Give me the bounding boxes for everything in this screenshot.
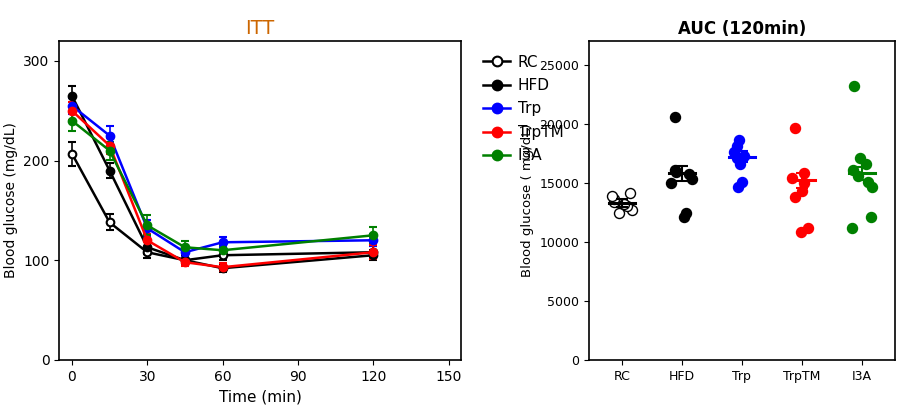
Point	[853, 155, 867, 161]
Point	[667, 166, 682, 173]
Point	[788, 193, 803, 200]
Point	[607, 196, 622, 202]
Point	[685, 176, 699, 182]
Point	[858, 160, 873, 167]
Point	[623, 190, 637, 197]
Y-axis label: Blood glucose ( mg/dL): Blood glucose ( mg/dL)	[520, 124, 534, 277]
Point	[845, 224, 860, 231]
Point	[682, 171, 697, 178]
Point	[861, 178, 876, 185]
X-axis label: Time (min): Time (min)	[219, 389, 301, 404]
Point	[730, 155, 745, 161]
Point	[616, 201, 631, 207]
Point	[605, 192, 620, 199]
Point	[731, 137, 746, 144]
Point	[733, 160, 748, 167]
Point	[865, 184, 879, 191]
Point	[624, 207, 639, 213]
Point	[667, 113, 682, 120]
Y-axis label: Blood glucose (mg/dL): Blood glucose (mg/dL)	[4, 122, 17, 279]
Point	[607, 198, 622, 205]
Point	[668, 169, 683, 175]
Point	[784, 175, 799, 181]
Title: AUC (120min): AUC (120min)	[677, 20, 806, 38]
Point	[620, 203, 635, 209]
Point	[735, 178, 750, 185]
Point	[664, 180, 678, 186]
Point	[850, 172, 865, 179]
Point	[795, 188, 810, 194]
Point	[787, 125, 802, 132]
Point	[612, 210, 626, 217]
Point	[797, 170, 812, 177]
Point	[796, 180, 811, 186]
Point	[801, 224, 815, 231]
Legend: RC, HFD, Trp, TrpTM, I3A: RC, HFD, Trp, TrpTM, I3A	[477, 49, 570, 169]
Point	[845, 166, 860, 173]
Point	[730, 184, 745, 191]
Point	[679, 210, 694, 217]
Point	[846, 83, 861, 89]
Point	[737, 152, 751, 159]
Point	[864, 213, 878, 220]
Point	[727, 149, 741, 155]
Point	[730, 143, 745, 149]
Title: ITT: ITT	[246, 19, 275, 38]
Point	[793, 229, 808, 236]
Point	[677, 213, 691, 220]
